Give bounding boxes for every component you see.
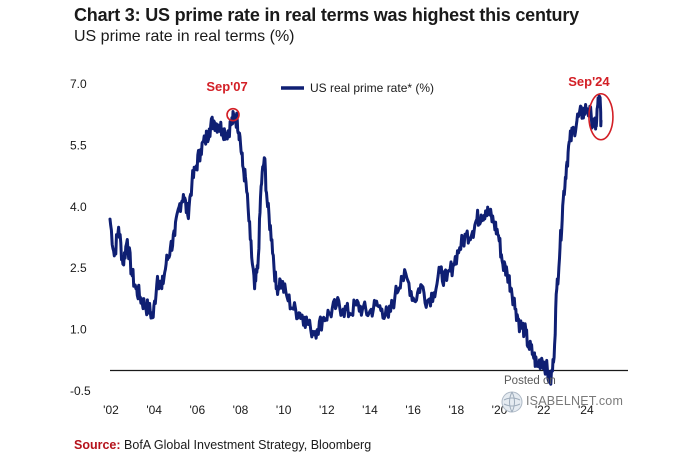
x-tick-label: '16 <box>405 403 421 417</box>
series-group <box>108 94 603 386</box>
annotations: Sep'07 Sep'24 <box>206 74 614 141</box>
y-tick-label: -0.5 <box>70 384 91 398</box>
y-axis-ticks: 7.0 5.5 4.0 2.5 1.0 -0.5 <box>70 77 91 398</box>
y-tick-label: 5.5 <box>70 138 87 152</box>
y-tick-label: 2.5 <box>70 261 87 275</box>
watermark-posted: Posted on <box>504 375 556 387</box>
x-tick-label: '04 <box>146 403 162 417</box>
series-line <box>108 94 603 386</box>
x-axis-ticks: '02'04'06'08'10'12'14'16'18'20'22'24 <box>103 403 594 417</box>
source-label: Source: <box>74 438 121 452</box>
legend-label: US real prime rate* (%) <box>310 81 434 95</box>
annotation-label-sep07: Sep'07 <box>206 79 247 94</box>
watermark: Posted on ISABELNET.com <box>492 372 637 422</box>
source-note: Source: BofA Global Investment Strategy,… <box>74 438 371 452</box>
x-tick-label: '06 <box>190 403 206 417</box>
y-tick-label: 1.0 <box>70 323 87 337</box>
x-tick-label: '18 <box>449 403 465 417</box>
chart-title: Chart 3: US prime rate in real terms was… <box>74 5 579 25</box>
legend: US real prime rate* (%) <box>281 81 434 95</box>
annotation-ellipse-sep24 <box>588 92 614 141</box>
annotation-label-sep24: Sep'24 <box>568 74 610 89</box>
chart-subtitle: US prime rate in real terms (%) <box>74 28 295 45</box>
x-tick-label: '14 <box>362 403 378 417</box>
annotation-circle-sep07 <box>226 107 240 122</box>
x-tick-label: '22 <box>535 403 551 417</box>
x-tick-label: '08 <box>233 403 249 417</box>
globe-icon <box>501 391 523 413</box>
watermark-site: ISABELNET.com <box>526 394 624 408</box>
x-tick-label: '02 <box>103 403 119 417</box>
x-tick-label: '12 <box>319 403 335 417</box>
y-tick-label: 7.0 <box>70 77 87 91</box>
y-tick-label: 4.0 <box>70 200 87 214</box>
source-text: BofA Global Investment Strategy, Bloombe… <box>124 438 372 452</box>
x-tick-label: '24 <box>578 403 594 417</box>
x-tick-label: '10 <box>276 403 292 417</box>
